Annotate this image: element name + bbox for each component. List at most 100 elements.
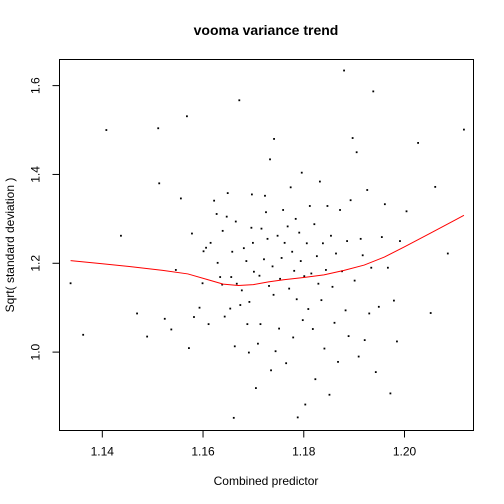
data-point [331, 285, 334, 288]
data-point [288, 287, 291, 290]
data-point [317, 282, 320, 285]
data-point [299, 260, 302, 262]
data-point [300, 171, 303, 174]
data-point [221, 283, 224, 286]
data-point [230, 276, 233, 278]
data-point [215, 213, 218, 215]
data-point [314, 378, 317, 381]
data-point [191, 232, 193, 235]
data-point [396, 340, 398, 343]
y-axis: 1.0 1.2 1.4 1.6 [29, 77, 60, 360]
data-point [231, 250, 234, 253]
data-point [359, 237, 362, 240]
y-tick-label: 1.2 [29, 255, 43, 272]
data-point [258, 274, 261, 277]
data-point [330, 234, 332, 237]
chart-title: vooma variance trend [194, 22, 339, 38]
data-point [271, 265, 274, 268]
data-point [308, 205, 311, 207]
data-point [229, 307, 232, 310]
y-tick-label: 1.4 [29, 166, 43, 183]
data-point [248, 301, 251, 303]
data-point [283, 241, 286, 244]
data-point [219, 276, 222, 278]
data-point [313, 223, 316, 226]
data-point [393, 299, 395, 302]
data-point [323, 347, 326, 350]
data-point [355, 151, 358, 154]
data-point [349, 199, 352, 202]
data-point [405, 210, 408, 213]
data-point [307, 308, 310, 310]
data-point [315, 255, 318, 258]
plot-frame [59, 59, 474, 431]
data-point [380, 236, 383, 238]
data-point [209, 241, 212, 244]
data-point [343, 69, 345, 72]
data-point [301, 319, 304, 322]
y-tick-label: 1.0 [29, 343, 43, 360]
data-point [188, 347, 190, 350]
data-point [221, 229, 224, 232]
data-point [372, 90, 375, 93]
data-point [285, 362, 288, 365]
data-point [333, 321, 336, 324]
data-point [383, 203, 386, 206]
data-point [325, 269, 327, 271]
data-point [240, 289, 243, 292]
data-point [136, 312, 138, 315]
data-point [216, 261, 219, 264]
data-point [446, 252, 449, 255]
data-point [163, 317, 166, 320]
data-point [239, 304, 242, 306]
data-point [347, 335, 350, 338]
data-point [259, 323, 262, 326]
data-point [232, 416, 235, 419]
trend-line [70, 214, 465, 286]
data-point [207, 323, 210, 326]
data-point [170, 328, 173, 331]
data-point [146, 335, 149, 338]
data-point [337, 360, 339, 363]
data-point [305, 242, 308, 245]
data-point [282, 209, 285, 211]
data-point [361, 254, 364, 257]
scatter-points [69, 69, 465, 419]
data-point [370, 266, 373, 269]
data-point [247, 351, 250, 354]
data-point [246, 323, 249, 326]
data-point [69, 282, 72, 285]
data-point [205, 246, 207, 249]
data-point [366, 189, 369, 191]
data-point [193, 316, 195, 318]
data-point [269, 158, 271, 161]
data-point [291, 250, 294, 253]
data-point [265, 211, 267, 214]
data-point [255, 387, 257, 389]
data-point [339, 209, 341, 211]
data-point [105, 129, 108, 131]
data-point [292, 336, 295, 339]
data-point [320, 299, 323, 302]
data-point [298, 231, 301, 234]
data-point [417, 142, 419, 144]
data-point [351, 137, 354, 139]
data-point [386, 266, 389, 269]
data-point [157, 127, 160, 130]
data-point [374, 371, 377, 373]
data-point [257, 342, 259, 345]
data-point [279, 277, 281, 280]
data-point [399, 240, 401, 242]
data-point [266, 237, 269, 240]
x-tick-label: 1.20 [393, 445, 417, 459]
data-point [429, 312, 432, 314]
data-point [250, 193, 253, 196]
data-point [286, 225, 289, 228]
data-point [202, 250, 205, 253]
data-point [357, 355, 360, 358]
y-axis-label: Sqrt( standard deviation ) [3, 178, 17, 313]
data-point [344, 309, 347, 312]
data-point [311, 328, 314, 330]
data-point [463, 128, 465, 131]
